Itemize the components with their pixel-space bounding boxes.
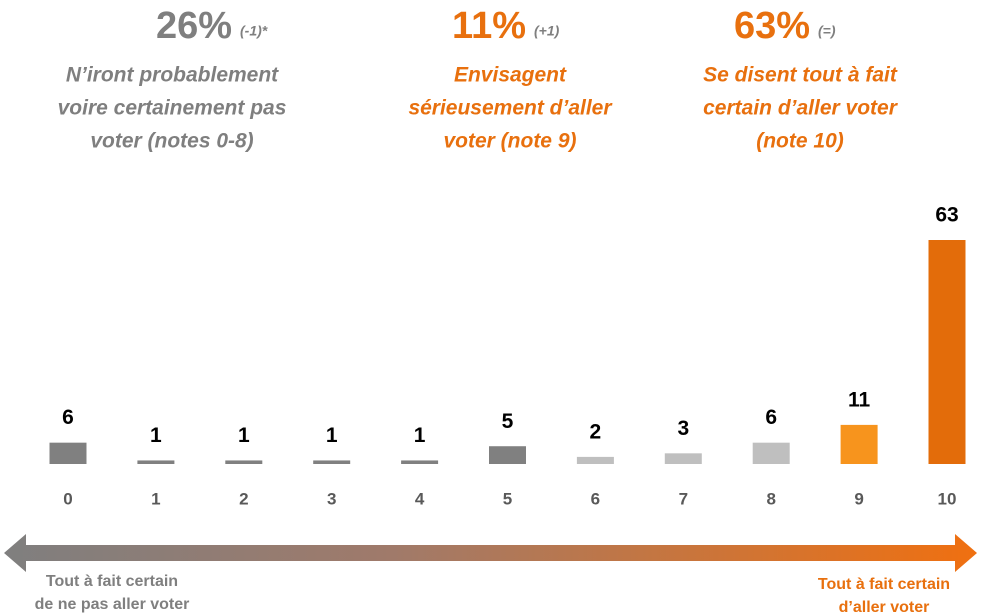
- annotation-text: voter (notes 0-8): [90, 130, 253, 153]
- x-tick-label: 3: [327, 489, 336, 508]
- x-tick-label: 2: [239, 489, 248, 508]
- annotation-text: voire certainement pas: [58, 97, 287, 120]
- value-label: 3: [677, 417, 689, 440]
- value-label: 1: [414, 424, 426, 447]
- annotation-text: Se disent tout à fait: [703, 64, 898, 87]
- value-label: 1: [326, 424, 338, 447]
- x-tick-label: 8: [766, 489, 775, 508]
- annotation-text: (note 10): [756, 130, 844, 153]
- annotation-value: 11%: [452, 5, 526, 47]
- bar: [401, 460, 439, 464]
- value-label: 1: [150, 424, 162, 447]
- value-label: 1: [238, 424, 250, 447]
- value-label: 63: [935, 204, 958, 227]
- bar: [225, 460, 263, 464]
- bar: [752, 442, 790, 464]
- bar: [664, 453, 702, 464]
- bar: [137, 460, 175, 464]
- value-label: 11: [848, 388, 871, 411]
- annotation-change: (+1): [534, 23, 560, 39]
- x-tick-label: 10: [938, 489, 957, 508]
- bar: [489, 446, 526, 464]
- annotation-value: 63%: [734, 5, 810, 47]
- annotation-text: voter (note 9): [443, 130, 576, 153]
- x-tick-label: 1: [151, 489, 160, 508]
- scale-arrow: [4, 534, 977, 572]
- bar: [313, 460, 351, 464]
- right-label: Tout à fait certain: [818, 576, 950, 593]
- annotation-value: 26%: [156, 5, 232, 47]
- x-tick-label: 4: [415, 489, 425, 508]
- value-label: 6: [765, 406, 777, 429]
- bar: [840, 424, 878, 464]
- annotation-change: (-1)*: [240, 23, 268, 39]
- bar: [576, 456, 614, 464]
- value-label: 6: [62, 406, 74, 429]
- annotation-text: certain d’aller voter: [703, 97, 899, 120]
- left-label: de ne pas aller voter: [35, 596, 190, 613]
- annotation-text: Envisagent: [454, 64, 567, 87]
- x-tick-label: 7: [679, 489, 688, 508]
- annotation-text: sérieusement d’aller: [408, 97, 613, 120]
- bar: [928, 240, 966, 464]
- left-label: Tout à fait certain: [46, 573, 178, 590]
- annotation-change: (=): [818, 23, 836, 39]
- value-label: 2: [590, 420, 602, 443]
- x-tick-label: 6: [591, 489, 600, 508]
- x-tick-label: 0: [63, 489, 72, 508]
- bar: [49, 442, 87, 464]
- right-label: d’aller voter: [839, 599, 930, 616]
- annotation-text: N’iront probablement: [66, 64, 279, 87]
- x-tick-label: 9: [854, 489, 863, 508]
- x-tick-label: 5: [503, 489, 512, 508]
- value-label: 5: [502, 410, 514, 433]
